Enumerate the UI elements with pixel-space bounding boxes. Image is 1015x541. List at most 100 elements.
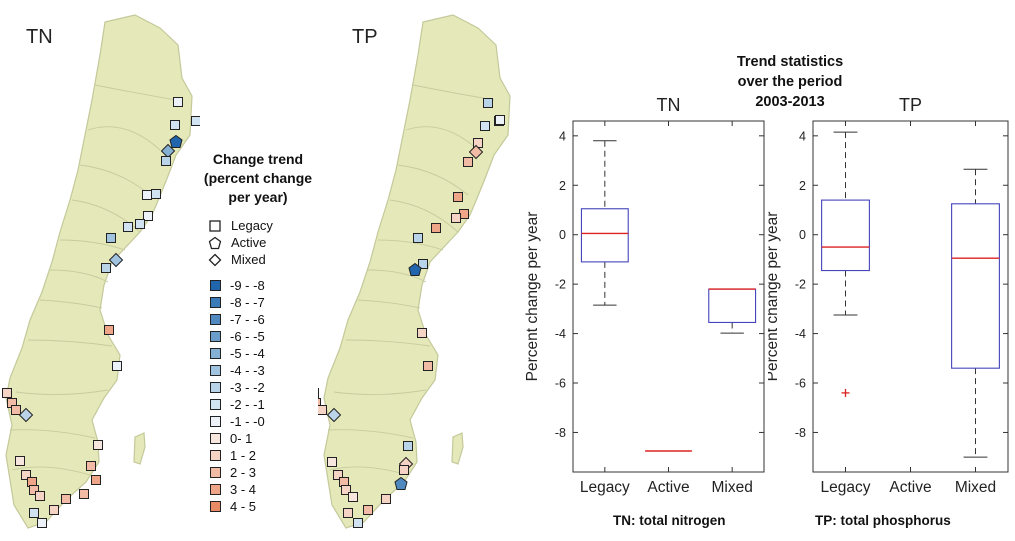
y-tick-label: 0	[799, 228, 806, 242]
tn-boxplot-chart: TN 4 2 0 -2 -4 -6 -8 Legacy Active Mixed Percent ch…	[524, 95, 765, 496]
mixed-site-marker	[108, 252, 124, 268]
legacy-site-marker	[93, 440, 103, 450]
mixed-site-marker	[18, 407, 34, 423]
y-tick-label: -8	[555, 426, 566, 440]
legacy-site-marker	[327, 457, 337, 467]
legacy-site-marker	[104, 325, 114, 335]
legend-item-legacy: Legacy	[208, 217, 318, 234]
y-axis-label: Percent change per year	[768, 212, 781, 382]
legacy-site-marker	[353, 518, 363, 528]
legend-scale-label: -7 - -6	[230, 312, 265, 327]
legend-scale-item: -3 - -2	[210, 379, 318, 396]
chart-title: TN	[657, 95, 681, 115]
legacy-site-marker	[333, 470, 343, 480]
y-tick-label: -4	[555, 327, 566, 341]
y-tick-label: 0	[559, 228, 566, 242]
legacy-site-marker	[29, 508, 39, 518]
legend-swatch	[210, 331, 221, 342]
legacy-site-marker	[21, 470, 31, 480]
iqr-box	[580, 208, 629, 263]
legacy-site-marker	[142, 190, 152, 200]
legend-scale-item: 4 - 5	[210, 498, 318, 515]
legacy-site-marker	[112, 361, 122, 371]
x-tick-label: Mixed	[711, 479, 752, 496]
legacy-site-marker	[495, 115, 505, 125]
y-tick-label: -6	[795, 377, 806, 391]
legacy-site-marker	[453, 192, 463, 202]
legacy-site-marker	[143, 211, 153, 221]
legacy-site-marker	[348, 492, 358, 502]
tn-sites	[2, 97, 200, 528]
diamond-icon	[208, 253, 222, 266]
box-legacy	[821, 131, 870, 316]
tn-map-label: TN	[26, 26, 53, 48]
active-site-marker	[408, 262, 422, 276]
legacy-site-marker	[318, 388, 319, 398]
legacy-site-marker	[341, 485, 351, 495]
legacy-site-marker	[29, 485, 39, 495]
legacy-site-marker	[318, 405, 327, 415]
legend-swatch	[210, 280, 221, 291]
tp-caption: TP: total phosphorus	[815, 513, 951, 528]
legend-item-mixed: Mixed	[208, 251, 318, 268]
legend-scale-item: -6 - -5	[210, 328, 318, 345]
tp-map-label: TP	[352, 26, 378, 48]
iqr-box	[951, 203, 1000, 369]
legend-scale-item: 2 - 3	[210, 464, 318, 481]
legend-shapes: Legacy Active Mixed	[208, 217, 318, 268]
legacy-site-marker	[173, 97, 183, 107]
legacy-site-marker	[161, 156, 171, 166]
legend-scale-item: -7 - -6	[210, 311, 318, 328]
chart-title: TP	[899, 95, 922, 115]
legacy-site-marker	[79, 489, 89, 499]
legacy-site-marker	[483, 98, 493, 108]
active-site-marker	[169, 134, 183, 148]
tn-map	[2, 14, 200, 529]
legend-scale-item: -1 - -0	[210, 413, 318, 430]
legacy-site-marker	[418, 259, 428, 269]
legacy-site-marker	[403, 441, 413, 451]
legacy-site-marker	[151, 189, 161, 199]
legend-scale-item: -9 - -8	[210, 277, 318, 294]
legacy-site-marker	[363, 505, 373, 515]
legacy-site-marker	[61, 494, 71, 504]
legacy-site-marker	[463, 157, 473, 167]
legacy-site-marker	[135, 219, 145, 229]
sweden-outline	[5, 14, 193, 529]
y-tick-label: 4	[799, 129, 806, 143]
y-tick-label: 4	[559, 129, 566, 143]
legend-scale-item: -2 - -1	[210, 396, 318, 413]
legend-swatch	[210, 399, 221, 410]
legend-color-scale: -9 - -8 -8 - -7 -7 - -6 -6 - -5 -5 - -4 -4 - …	[210, 277, 318, 515]
legend: Change trend (percent change per year) L…	[198, 150, 318, 515]
y-tick-label: -6	[555, 377, 566, 391]
y-tick-label: -8	[795, 426, 806, 440]
x-tick-label: Active	[889, 479, 931, 496]
box-mixed	[951, 168, 1000, 458]
x-tick-label: Legacy	[580, 479, 630, 496]
legacy-site-marker	[381, 494, 391, 504]
legend-scale-label: -3 - -2	[230, 380, 265, 395]
legend-item-active: Active	[208, 234, 318, 251]
legacy-site-marker	[35, 491, 45, 501]
legend-scale-item: 3 - 4	[210, 481, 318, 498]
legend-scale-label: 4 - 5	[230, 499, 257, 514]
legend-scale-label: -6 - -5	[230, 329, 265, 344]
catchment-borders	[9, 84, 177, 476]
x-tick-label: Mixed	[955, 479, 996, 496]
legend-scale-item: -5 - -4	[210, 345, 318, 362]
legend-swatch	[210, 450, 221, 461]
legacy-site-marker	[123, 222, 133, 232]
legend-swatch	[210, 382, 221, 393]
gotland-island	[133, 432, 146, 465]
legend-scale-item: 1 - 2	[210, 447, 318, 464]
legacy-site-marker	[86, 461, 96, 471]
tp-sites	[318, 98, 505, 528]
tp-map	[318, 14, 511, 529]
legacy-site-marker	[413, 233, 423, 243]
legacy-site-marker	[423, 361, 433, 371]
y-tick-label: 2	[559, 179, 566, 193]
plot-frame	[812, 120, 1009, 473]
legend-scale-label: -8 - -7	[230, 295, 265, 310]
legacy-site-marker	[318, 398, 321, 408]
